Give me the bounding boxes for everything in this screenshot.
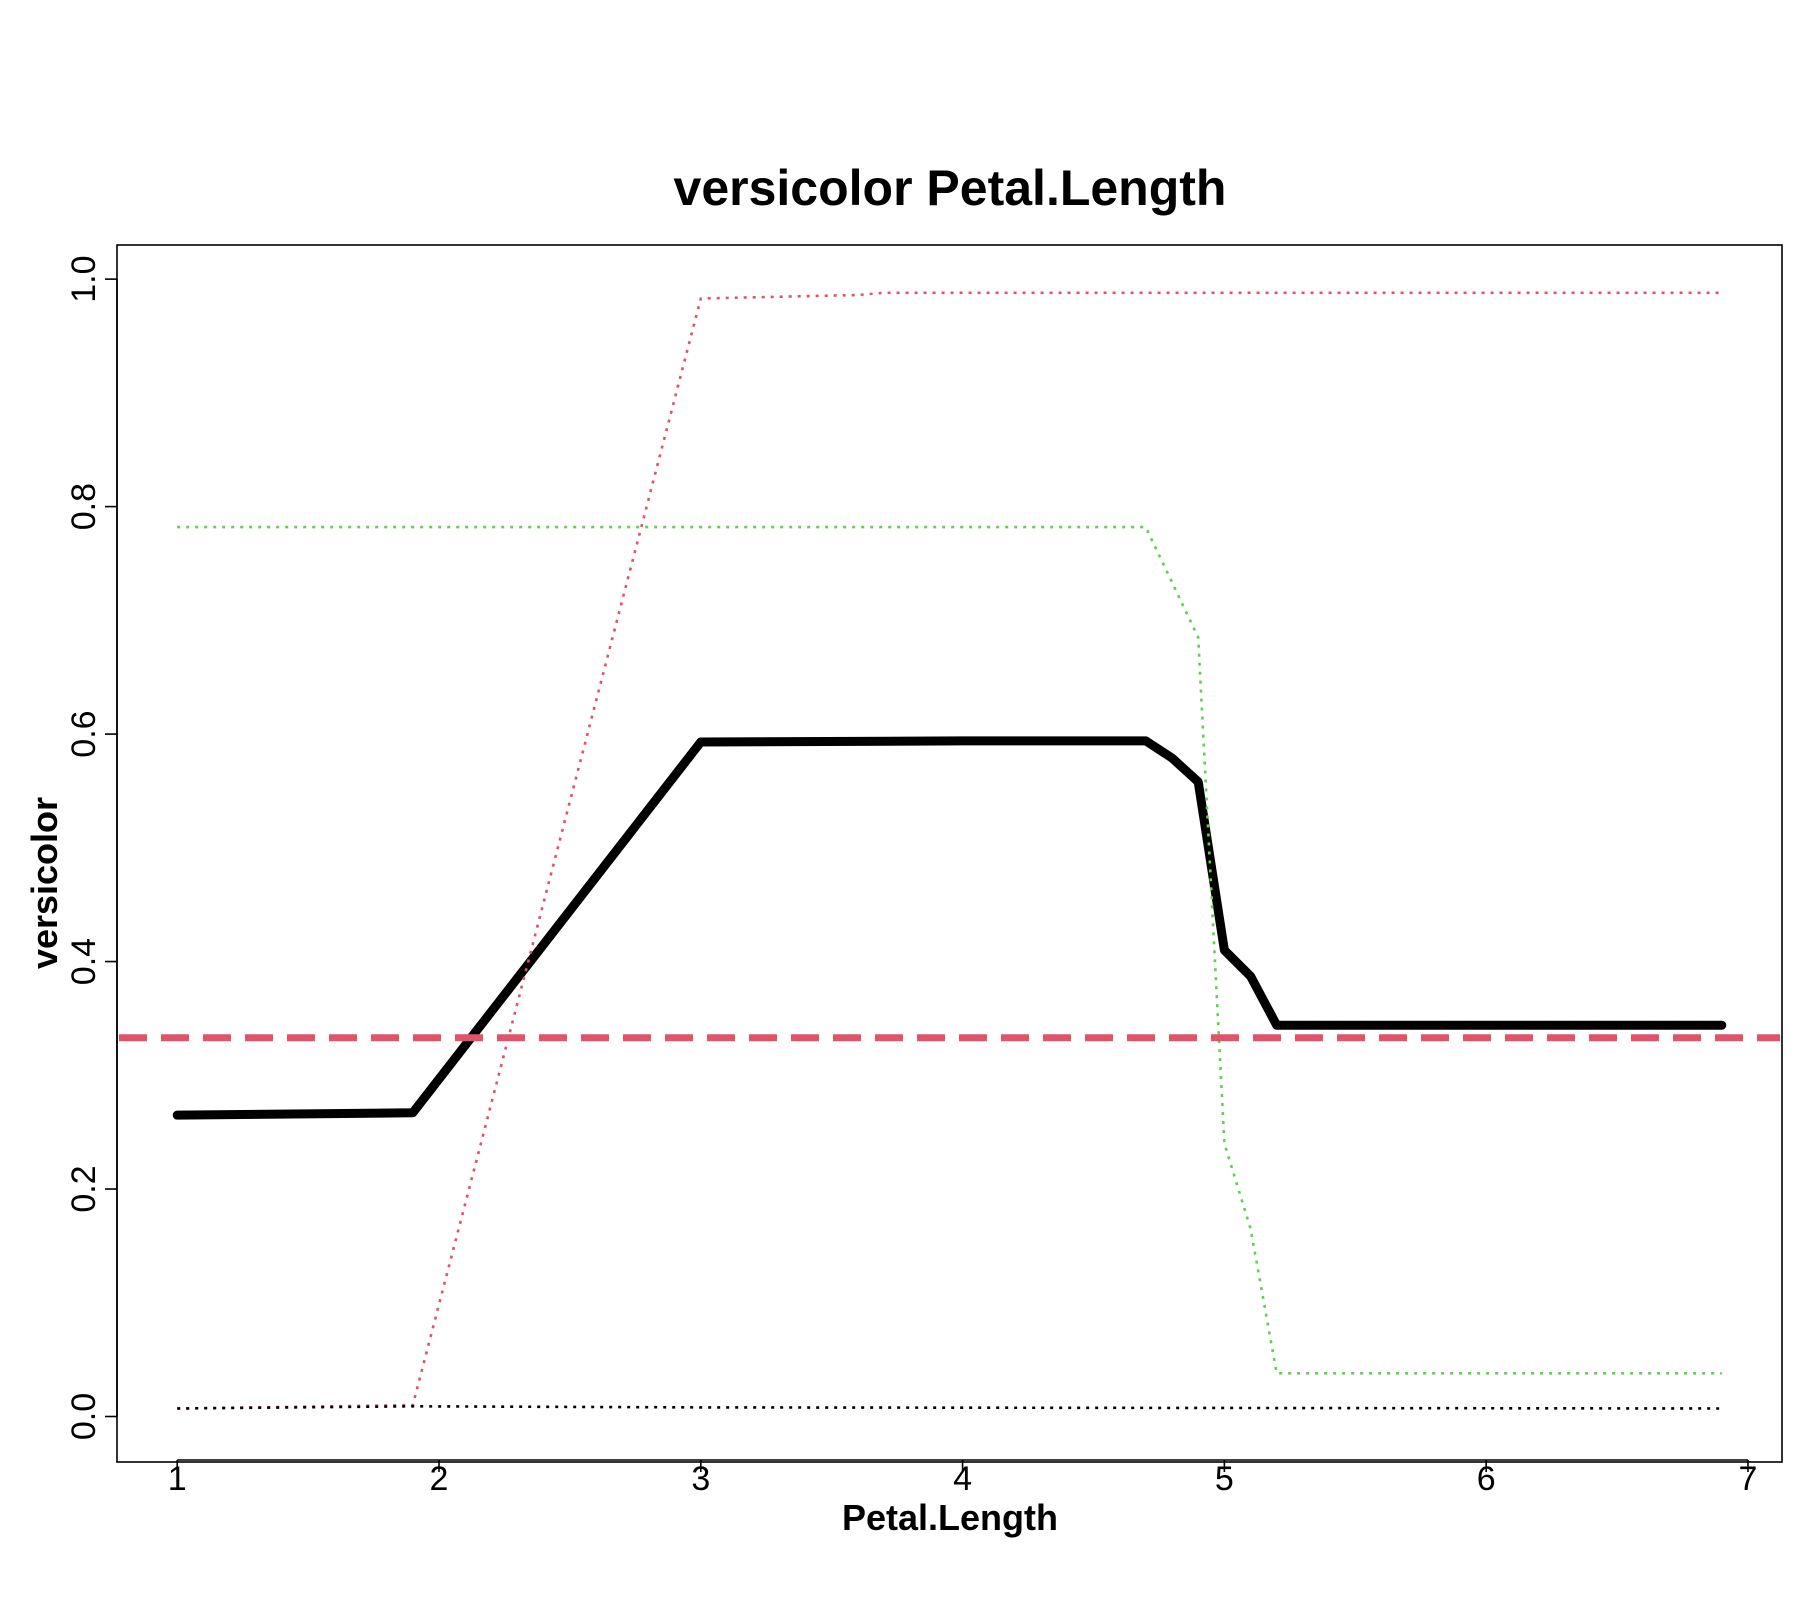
y-tick-label: 1.0 [65, 255, 103, 302]
series-line-4 [177, 1405, 1722, 1410]
y-tick-label: 0.6 [65, 710, 103, 757]
series-line-2 [177, 291, 1722, 1410]
x-tick-label: 1 [168, 1460, 187, 1498]
x-tick-label: 3 [691, 1460, 710, 1498]
x-tick-label: 5 [1215, 1460, 1234, 1498]
series-line-1 [172, 736, 1727, 1120]
x-tick-label: 2 [430, 1460, 449, 1498]
y-tick-label: 0.8 [65, 483, 103, 530]
x-tick-label: 6 [1477, 1460, 1496, 1498]
chart-title: versicolor Petal.Length [674, 160, 1227, 216]
x-axis-label: Petal.Length [842, 1497, 1058, 1538]
series-line-3 [177, 525, 1722, 1375]
y-axis-label: versicolor [24, 797, 65, 969]
y-tick-label: 0.0 [65, 1393, 103, 1440]
x-tick-label: 7 [1739, 1460, 1758, 1498]
plot-area: 1 2 3 4 5 6 7 0.0 0.2 0.4 0.6 0.8 1.0 [65, 244, 1783, 1498]
y-tick-label: 0.2 [65, 1165, 103, 1212]
y-tick-label: 0.4 [65, 938, 103, 985]
plot-frame [116, 244, 1783, 1463]
x-tick-label: 4 [953, 1460, 972, 1498]
